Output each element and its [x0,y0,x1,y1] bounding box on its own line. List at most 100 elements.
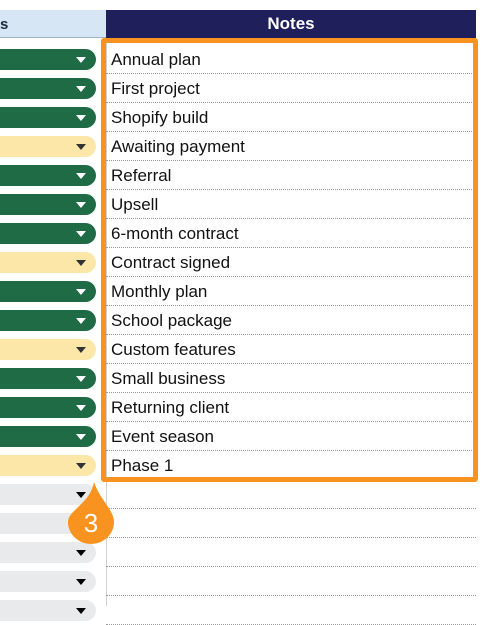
table-row: First project [0,74,476,103]
notes-cell[interactable]: Awaiting payment [106,132,476,161]
status-column-header[interactable]: s [0,10,106,38]
dropdown-caret-icon [76,318,86,324]
dropdown-caret-icon [76,231,86,237]
table-row [0,480,476,509]
notes-cell-text: Upsell [111,195,159,214]
notes-cell[interactable]: Event season [106,422,476,451]
notes-cell-text: Returning client [111,398,230,417]
table-row: Awaiting payment [0,132,476,161]
status-cell [0,219,106,248]
notes-cell[interactable] [106,567,476,596]
status-cell [0,335,106,364]
notes-cell[interactable]: Upsell [106,190,476,219]
notes-cell[interactable]: Shopify build [106,103,476,132]
notes-cell[interactable]: Contract signed [106,248,476,277]
status-cell [0,45,106,74]
status-dropdown[interactable] [0,107,96,128]
notes-cell-text: Monthly plan [111,282,208,301]
table-row [0,567,476,596]
dropdown-caret-icon [76,115,86,121]
dropdown-caret-icon [76,434,86,440]
callout-badge-icon [68,482,114,544]
dropdown-caret-icon [76,260,86,266]
status-cell [0,364,106,393]
status-cell [0,538,106,567]
table-row: Shopify build [0,103,476,132]
table-row: Annual plan [0,45,476,74]
notes-cell-text: Awaiting payment [111,137,245,156]
status-dropdown[interactable] [0,49,96,70]
status-cell [0,480,106,509]
status-dropdown[interactable] [0,339,96,360]
dropdown-caret-icon [76,579,86,585]
notes-cell[interactable]: Annual plan [106,45,476,74]
status-dropdown[interactable] [0,542,96,563]
callout-number: 3 [83,508,99,538]
dropdown-caret-icon [76,57,86,63]
highlight-box [101,38,478,482]
notes-cell[interactable] [106,509,476,538]
status-dropdown[interactable] [0,310,96,331]
table-row: Event season [0,422,476,451]
column-divider [106,38,107,606]
notes-cell[interactable]: Small business [106,364,476,393]
notes-cell-text: Custom features [111,340,236,359]
table-row: Monthly plan [0,277,476,306]
notes-cell[interactable]: Referral [106,161,476,190]
notes-column-header[interactable]: Notes [106,10,476,38]
status-dropdown[interactable] [0,252,96,273]
status-dropdown[interactable] [0,600,96,621]
notes-cell[interactable]: Custom features [106,335,476,364]
table-row: Referral [0,161,476,190]
notes-cell-text: Referral [111,166,172,185]
notes-cell-text: Contract signed [111,253,231,272]
status-dropdown[interactable] [0,571,96,592]
status-dropdown[interactable] [0,223,96,244]
table-row [0,596,476,625]
status-dropdown[interactable] [0,136,96,157]
status-dropdown[interactable] [0,368,96,389]
status-cell [0,161,106,190]
status-cell [0,306,106,335]
dropdown-caret-icon [76,492,86,498]
notes-cell-text: Shopify build [111,108,209,127]
dropdown-caret-icon [76,376,86,382]
status-dropdown[interactable] [0,281,96,302]
dropdown-caret-icon [76,202,86,208]
status-dropdown[interactable] [0,484,96,505]
status-cell [0,248,106,277]
status-dropdown[interactable] [0,455,96,476]
notes-cell[interactable]: Returning client [106,393,476,422]
table-row: 6-month contract [0,219,476,248]
notes-cell[interactable] [106,596,476,625]
table-row: Contract signed [0,248,476,277]
notes-cell[interactable]: School package [106,306,476,335]
dropdown-caret-icon [76,347,86,353]
status-cell [0,596,106,625]
notes-cell[interactable] [106,538,476,567]
status-dropdown[interactable] [0,165,96,186]
status-cell [0,451,106,480]
status-dropdown[interactable] [0,426,96,447]
callout-marker: 3 [68,482,118,544]
status-dropdown[interactable] [0,78,96,99]
dropdown-caret-icon [76,463,86,469]
dropdown-caret-icon [76,550,86,556]
status-dropdown[interactable] [0,194,96,215]
notes-cell[interactable]: 6-month contract [106,219,476,248]
notes-cell-text: Annual plan [111,50,201,69]
status-cell [0,567,106,596]
status-dropdown[interactable] [0,397,96,418]
status-cell [0,74,106,103]
notes-cell-text: School package [111,311,232,330]
notes-cell[interactable]: Monthly plan [106,277,476,306]
notes-cell-text: First project [111,79,200,98]
notes-cell[interactable] [106,480,476,509]
notes-cell-text: Small business [111,369,226,388]
spreadsheet-grid: s Notes Annual plan First project Shopify … [0,10,476,625]
dropdown-caret-icon [76,608,86,614]
dropdown-caret-icon [76,144,86,150]
notes-cell[interactable]: First project [106,74,476,103]
table-row: Small business [0,364,476,393]
dropdown-caret-icon [76,86,86,92]
